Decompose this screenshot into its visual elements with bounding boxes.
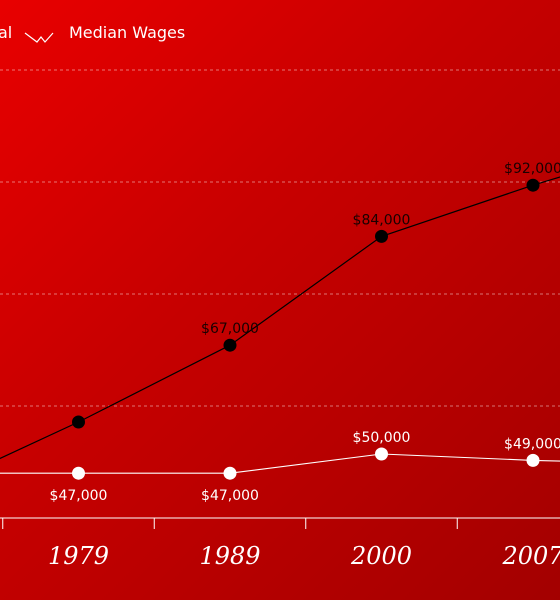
x-tick-label: 1989: [199, 542, 260, 570]
data-point-total[interactable]: [223, 338, 237, 352]
data-point-median-wages[interactable]: [526, 453, 540, 467]
data-point-median-wages[interactable]: [223, 466, 237, 480]
legend: al Median Wages: [0, 23, 185, 43]
series-layer: [0, 176, 560, 480]
legend-label-median-wages: Median Wages: [69, 23, 185, 42]
x-tick-label: 1979: [48, 542, 109, 570]
data-label: $50,000: [353, 430, 411, 446]
data-label: $92,000: [504, 161, 560, 177]
data-point-median-wages[interactable]: [375, 447, 388, 461]
data-point-total[interactable]: [526, 178, 540, 192]
gridlines: [0, 69, 560, 407]
data-point-total[interactable]: [375, 229, 388, 243]
data-label: $67,000: [201, 321, 259, 337]
legend-label-total: al: [0, 23, 12, 42]
data-point-total[interactable]: [72, 415, 85, 429]
data-label: $49,000: [504, 436, 560, 452]
series-line-total: [0, 176, 560, 460]
data-label: $47,000: [50, 488, 108, 504]
x-axis: 196919791989200020072015: [0, 517, 560, 570]
data-point-median-wages[interactable]: [72, 466, 85, 480]
legend-zigzag-icon: [24, 32, 54, 43]
x-tick-label: 2000: [350, 542, 412, 570]
series-line-median-wages: [0, 453, 560, 474]
x-tick-label: 2007: [501, 542, 560, 570]
data-label: $47,000: [201, 488, 259, 504]
data-labels-layer: $67,000 $84,000 $92,000 $47,000 $47,000 $50,0…: [50, 161, 560, 504]
data-label: $84,000: [353, 212, 411, 228]
